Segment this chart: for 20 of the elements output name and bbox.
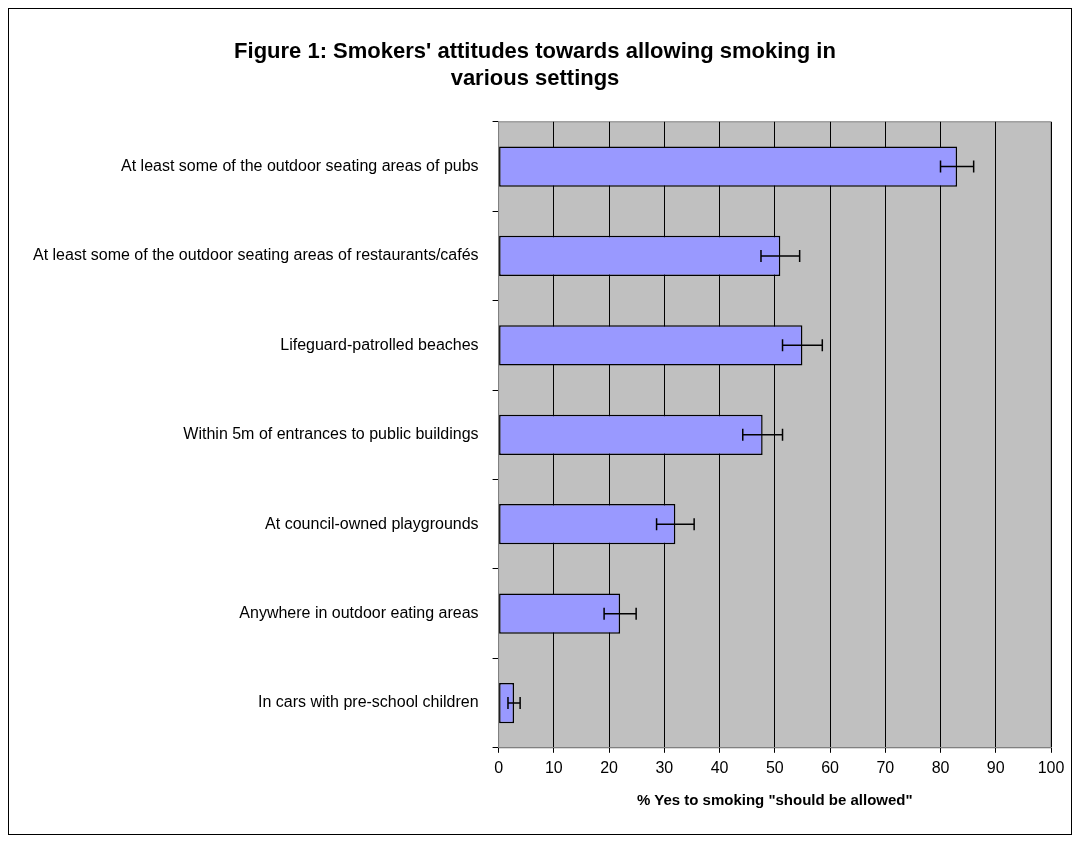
- x-tick-label: 10: [544, 758, 563, 776]
- x-tick-label: 70: [876, 758, 895, 776]
- y-tick-label: In cars with pre-school children: [258, 693, 479, 711]
- y-tick-label: Lifeguard-patrolled beaches: [280, 335, 479, 353]
- x-tick-label: 60: [821, 758, 840, 776]
- x-tick-label: 80: [931, 758, 950, 776]
- x-tick-label: 0: [494, 758, 504, 776]
- x-tick-label: 100: [1037, 758, 1065, 776]
- chart-title: Figure 1: Smokers' attitudes towards allowing smoking in various settings: [234, 38, 836, 90]
- x-tick-label: 40: [710, 758, 729, 776]
- x-tick-label: 20: [600, 758, 619, 776]
- y-tick-label: Within 5m of entrances to public buildings: [183, 425, 479, 443]
- x-tick-label: 90: [986, 758, 1005, 776]
- x-tick-label: 50: [765, 758, 784, 776]
- x-tick-label: 30: [655, 758, 674, 776]
- x-axis-title: % Yes to smoking "should be allowed": [636, 791, 913, 809]
- y-tick-label: Anywhere in outdoor eating areas: [239, 604, 479, 622]
- y-tick-label: At council-owned playgrounds: [265, 514, 479, 532]
- y-tick-label: At least some of the outdoor seating areas of pubs: [121, 156, 479, 174]
- y-tick-label: At least some of the outdoor seating areas of restaurants/cafés: [32, 246, 479, 264]
